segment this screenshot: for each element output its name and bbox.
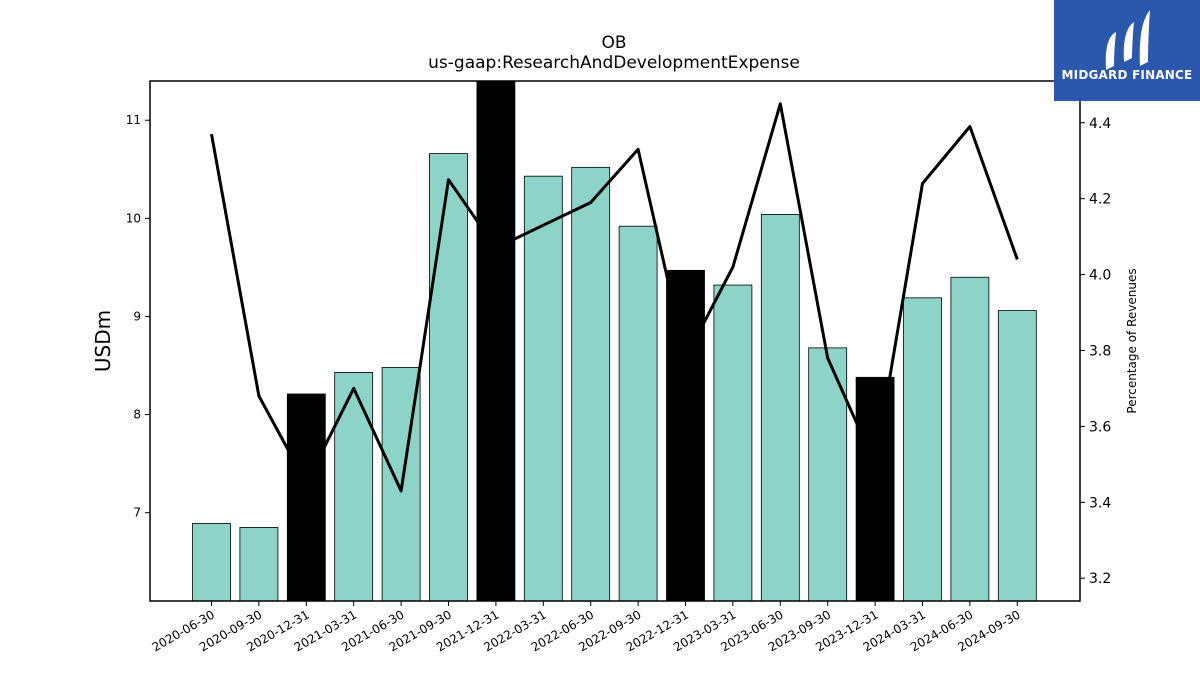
plot-frame <box>149 80 1081 602</box>
bar-2024-09-30 <box>997 310 1037 602</box>
bar-2022-06-30 <box>571 166 611 602</box>
bar-2022-09-30 <box>618 225 658 602</box>
bar-2022-03-31 <box>523 175 563 602</box>
y-tick-label: 8 <box>133 408 141 422</box>
y2-tick-label: 4.4 <box>1089 116 1111 132</box>
y-tick-label: 10 <box>126 211 141 225</box>
chart-subtitle: us-gaap:ResearchAndDevelopmentExpense <box>428 53 800 73</box>
y-tick-label: 7 <box>133 506 141 520</box>
y-axis-right: 3.2 3.4 3.6 3.8 4.0 4.2 4.4 <box>1080 116 1111 587</box>
y2-tick-label: 3.8 <box>1089 343 1111 359</box>
y2-tick-label: 3.6 <box>1089 419 1111 435</box>
bar-2020-06-30 <box>192 523 231 602</box>
logo: MIDGARD FINANCE <box>1054 0 1200 101</box>
x-axis: 2020-06-302020-09-302020-12-312021-03-31… <box>150 601 1023 654</box>
chart-title: OB <box>601 33 626 53</box>
y2-axis-label: Percentage of Revenues <box>1125 268 1139 413</box>
y2-tick-label: 4.0 <box>1089 268 1111 284</box>
bar-2024-03-31 <box>903 297 942 602</box>
bar-2021-09-30 <box>429 153 468 602</box>
y-tick-label: 11 <box>126 113 141 127</box>
logo-icon <box>1105 10 1150 70</box>
bar-2021-03-31 <box>334 371 374 602</box>
bar-2023-12-31 <box>855 376 895 602</box>
y2-tick-label: 3.4 <box>1089 495 1111 511</box>
line-layer <box>210 102 1019 493</box>
line-series-percentage <box>210 102 1019 493</box>
bar-2023-06-30 <box>760 214 800 602</box>
y2-tick-label: 4.2 <box>1089 192 1111 208</box>
bar-2020-12-31 <box>286 393 326 602</box>
bar-2020-09-30 <box>239 527 279 602</box>
logo-text: MIDGARD FINANCE <box>1061 68 1193 82</box>
y-axis-label: USDm <box>91 310 115 372</box>
bar-2022-12-31 <box>666 269 705 602</box>
y2-tick-label: 3.2 <box>1089 571 1111 587</box>
bar-2023-03-31 <box>713 284 753 602</box>
y-tick-label: 9 <box>133 309 141 323</box>
bar-2024-06-30 <box>950 276 990 602</box>
y-axis-left: 7 8 9 10 11 <box>126 113 150 520</box>
bars-layer <box>192 80 1037 602</box>
bar-2021-12-31 <box>476 80 516 602</box>
